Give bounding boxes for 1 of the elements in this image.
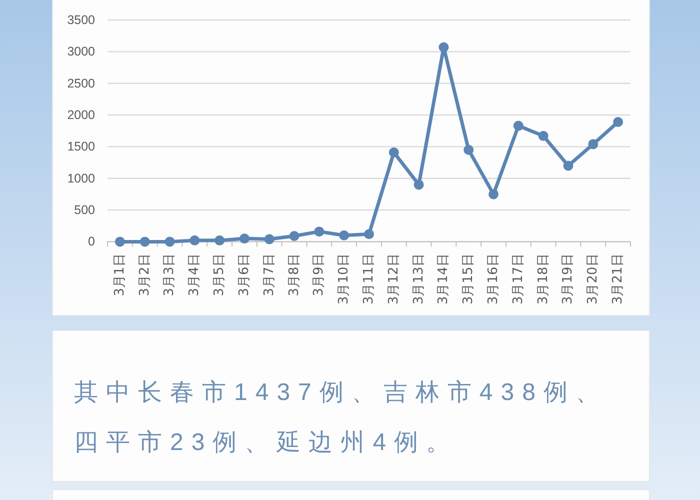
annotation: 其中长春市1437例、吉林市438例、四平市23例、延边州4例。 xyxy=(74,378,608,458)
